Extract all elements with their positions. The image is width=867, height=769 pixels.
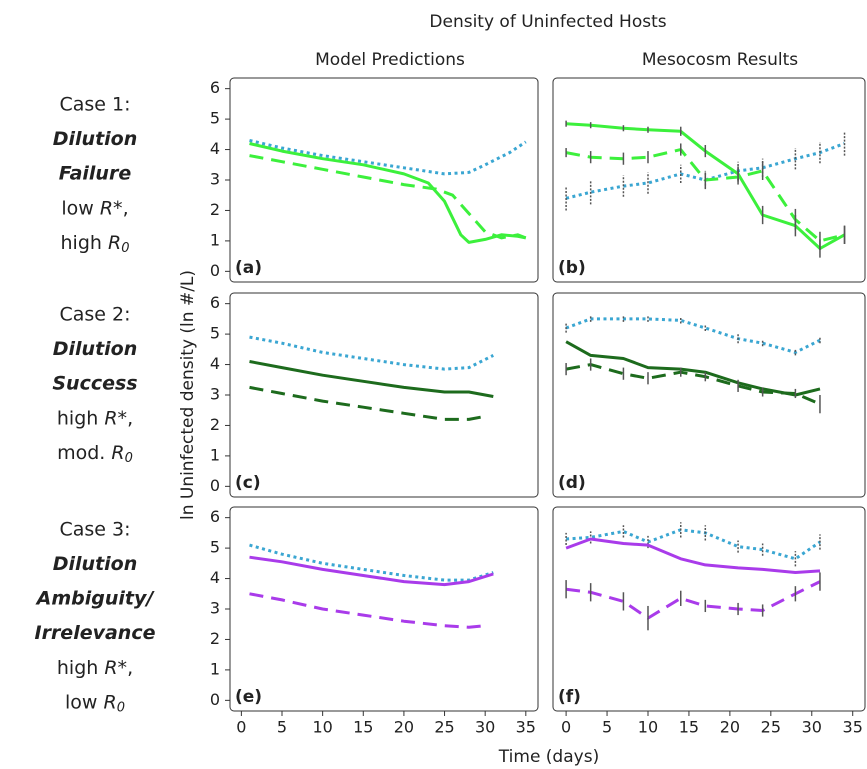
case-label: Case 2: bbox=[59, 304, 130, 326]
data-line bbox=[249, 555, 494, 587]
panel-frame bbox=[552, 506, 866, 712]
data-line bbox=[566, 528, 821, 561]
x-tick-label: 35 bbox=[843, 718, 863, 737]
column-title: Model Predictions bbox=[315, 50, 465, 70]
y-tick-label: 4 bbox=[210, 139, 220, 158]
panel-frame bbox=[229, 506, 539, 712]
data-line bbox=[565, 340, 821, 397]
data-line bbox=[565, 580, 821, 620]
case-name: Success bbox=[52, 373, 137, 395]
data-line bbox=[249, 142, 527, 244]
x-tick-label: 30 bbox=[802, 718, 822, 737]
panel-label: (f) bbox=[558, 687, 581, 707]
x-tick-label: 25 bbox=[761, 718, 781, 737]
y-axis-label: ln Uninfected density (ln #/L) bbox=[178, 270, 198, 520]
x-tick-label: 10 bbox=[638, 718, 658, 737]
data-line bbox=[249, 592, 486, 629]
y-tick-label: 6 bbox=[210, 78, 220, 97]
y-tick-label: 2 bbox=[210, 629, 220, 648]
figure-title: Density of Uninfected Hosts bbox=[429, 12, 666, 32]
column-title: Mesocosm Results bbox=[642, 50, 798, 70]
panel-label: (d) bbox=[558, 473, 586, 493]
x-tick-label: 0 bbox=[561, 718, 571, 737]
case-condition: high R*, bbox=[57, 657, 133, 679]
y-tick-label: 6 bbox=[210, 293, 220, 312]
case-label: Case 1: bbox=[59, 94, 130, 116]
x-tick-label: 25 bbox=[434, 718, 454, 737]
case-condition: low R*, bbox=[61, 197, 128, 219]
panel-label: (a) bbox=[235, 258, 262, 278]
data-line bbox=[249, 335, 494, 371]
x-tick-label: 20 bbox=[720, 718, 740, 737]
case-name: Dilution bbox=[53, 553, 138, 575]
x-axis-label: Time (days) bbox=[498, 747, 599, 767]
data-line bbox=[249, 360, 494, 398]
data-line bbox=[249, 138, 527, 176]
y-tick-label: 1 bbox=[210, 659, 220, 678]
panel-frame bbox=[552, 292, 866, 498]
y-tick-label: 3 bbox=[210, 170, 220, 189]
y-tick-label: 2 bbox=[210, 200, 220, 219]
y-tick-label: 0 bbox=[210, 690, 220, 709]
case-label: Case 3: bbox=[59, 519, 130, 541]
y-tick-label: 1 bbox=[210, 445, 220, 464]
data-line bbox=[249, 543, 494, 582]
y-tick-label: 6 bbox=[210, 507, 220, 526]
data-line bbox=[565, 537, 821, 574]
x-tick-label: 30 bbox=[475, 718, 495, 737]
data-line bbox=[565, 142, 846, 200]
y-tick-label: 2 bbox=[210, 415, 220, 434]
panel-label: (e) bbox=[235, 687, 262, 707]
x-tick-label: 0 bbox=[236, 718, 246, 737]
x-tick-label: 5 bbox=[277, 718, 287, 737]
case-name: Failure bbox=[59, 163, 132, 185]
y-tick-label: 4 bbox=[210, 354, 220, 373]
case-condition: mod. R0 bbox=[57, 442, 133, 466]
y-tick-label: 0 bbox=[210, 261, 220, 280]
data-line bbox=[249, 385, 486, 421]
y-tick-label: 3 bbox=[210, 385, 220, 404]
y-tick-label: 5 bbox=[210, 109, 220, 128]
y-tick-label: 5 bbox=[210, 538, 220, 557]
x-tick-label: 20 bbox=[394, 718, 414, 737]
case-condition: high R0 bbox=[61, 232, 130, 256]
x-tick-label: 15 bbox=[353, 718, 373, 737]
case-name: Ambiguity/ bbox=[35, 588, 156, 610]
data-line bbox=[565, 317, 821, 354]
panel-label: (c) bbox=[235, 473, 261, 493]
y-tick-label: 0 bbox=[210, 476, 220, 495]
case-condition: low R0 bbox=[65, 691, 125, 715]
data-line bbox=[565, 148, 845, 243]
y-tick-label: 4 bbox=[210, 568, 220, 587]
y-tick-label: 5 bbox=[210, 324, 220, 343]
y-tick-label: 1 bbox=[210, 230, 220, 249]
case-condition: high R*, bbox=[57, 407, 133, 429]
x-tick-label: 10 bbox=[312, 718, 332, 737]
panel-frame bbox=[552, 77, 866, 283]
case-name: Dilution bbox=[53, 338, 138, 360]
x-tick-label: 5 bbox=[602, 718, 612, 737]
x-tick-label: 35 bbox=[516, 718, 536, 737]
data-line bbox=[249, 154, 527, 240]
case-name: Dilution bbox=[53, 128, 138, 150]
panel-label: (b) bbox=[558, 258, 586, 278]
x-tick-label: 15 bbox=[679, 718, 699, 737]
case-name: Irrelevance bbox=[35, 622, 156, 644]
y-tick-label: 3 bbox=[210, 599, 220, 618]
